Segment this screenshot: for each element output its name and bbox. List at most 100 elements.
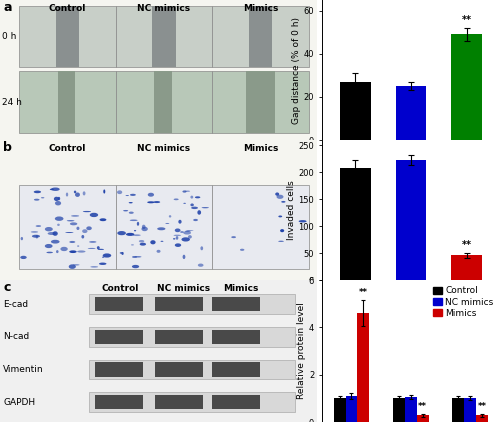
Ellipse shape — [104, 189, 106, 194]
Ellipse shape — [45, 227, 53, 231]
Bar — [88, 294, 294, 314]
Ellipse shape — [184, 231, 191, 235]
Ellipse shape — [90, 266, 98, 268]
Ellipse shape — [68, 264, 76, 269]
Text: N-cad: N-cad — [3, 332, 30, 341]
Ellipse shape — [45, 244, 52, 248]
Bar — [212, 297, 260, 311]
Ellipse shape — [20, 237, 23, 240]
Bar — [334, 398, 345, 422]
Ellipse shape — [134, 230, 136, 231]
Bar — [95, 330, 142, 344]
Ellipse shape — [280, 229, 284, 232]
Bar — [155, 395, 203, 409]
Bar — [155, 362, 203, 376]
Ellipse shape — [71, 215, 79, 216]
Bar — [155, 297, 203, 311]
Ellipse shape — [117, 190, 122, 194]
Ellipse shape — [55, 216, 64, 221]
Bar — [19, 71, 116, 133]
Text: E-cad: E-cad — [3, 300, 29, 308]
Ellipse shape — [132, 265, 139, 268]
Bar — [152, 5, 176, 67]
Ellipse shape — [34, 199, 40, 201]
Bar — [212, 362, 260, 376]
Bar — [212, 330, 260, 344]
Ellipse shape — [82, 235, 84, 238]
Ellipse shape — [32, 235, 40, 238]
Ellipse shape — [195, 196, 200, 198]
Bar — [246, 71, 275, 133]
Text: **: ** — [418, 402, 428, 411]
Bar — [212, 71, 309, 133]
Ellipse shape — [298, 220, 306, 222]
Ellipse shape — [185, 190, 190, 192]
Text: Mimics: Mimics — [223, 284, 258, 293]
Text: **: ** — [478, 402, 486, 411]
Ellipse shape — [55, 201, 61, 206]
Bar — [212, 5, 309, 67]
Ellipse shape — [184, 203, 186, 204]
Text: a: a — [3, 1, 12, 14]
Text: NC mimics: NC mimics — [138, 4, 190, 13]
Ellipse shape — [185, 230, 190, 232]
Text: b: b — [3, 141, 12, 154]
Ellipse shape — [58, 197, 60, 200]
Text: 24 h: 24 h — [2, 98, 21, 107]
Ellipse shape — [193, 219, 198, 221]
Ellipse shape — [74, 191, 76, 193]
Ellipse shape — [102, 257, 104, 258]
Ellipse shape — [142, 225, 146, 229]
Ellipse shape — [86, 226, 92, 230]
Ellipse shape — [148, 193, 154, 197]
Ellipse shape — [175, 228, 180, 232]
Ellipse shape — [156, 250, 160, 253]
Bar — [58, 71, 75, 133]
Ellipse shape — [188, 235, 192, 238]
Bar — [464, 398, 476, 422]
Bar — [116, 71, 212, 133]
Text: 0 h: 0 h — [2, 32, 16, 41]
Ellipse shape — [67, 220, 74, 222]
Ellipse shape — [76, 227, 80, 230]
Bar — [155, 330, 203, 344]
Text: GAPDH: GAPDH — [3, 398, 35, 407]
Ellipse shape — [169, 215, 172, 218]
Ellipse shape — [82, 229, 87, 233]
Ellipse shape — [202, 207, 209, 208]
Bar — [249, 5, 272, 67]
Ellipse shape — [231, 236, 236, 238]
Ellipse shape — [56, 250, 58, 253]
Ellipse shape — [129, 211, 134, 214]
Ellipse shape — [147, 201, 154, 203]
Ellipse shape — [36, 235, 38, 238]
Ellipse shape — [120, 252, 124, 254]
Ellipse shape — [135, 256, 141, 257]
Ellipse shape — [122, 252, 124, 255]
Ellipse shape — [157, 227, 166, 230]
Ellipse shape — [182, 255, 186, 259]
Ellipse shape — [70, 250, 76, 253]
Bar — [340, 82, 370, 140]
Bar — [95, 362, 142, 376]
Bar — [452, 35, 482, 140]
Bar — [212, 395, 260, 409]
Ellipse shape — [54, 197, 59, 201]
Ellipse shape — [102, 253, 111, 257]
Y-axis label: Invaded cells: Invaded cells — [286, 180, 296, 240]
Ellipse shape — [200, 246, 203, 250]
Y-axis label: Relative protein level: Relative protein level — [297, 303, 306, 400]
Ellipse shape — [175, 243, 181, 247]
Ellipse shape — [36, 225, 41, 227]
Bar — [340, 168, 370, 280]
Bar — [346, 396, 358, 422]
Ellipse shape — [77, 250, 86, 253]
Legend: Control, NC mimics, Mimics: Control, NC mimics, Mimics — [431, 284, 496, 319]
Ellipse shape — [97, 246, 100, 249]
Ellipse shape — [190, 203, 194, 206]
Bar — [393, 398, 405, 422]
Ellipse shape — [173, 238, 176, 240]
Bar — [95, 395, 142, 409]
Ellipse shape — [150, 240, 156, 244]
Ellipse shape — [34, 191, 41, 193]
